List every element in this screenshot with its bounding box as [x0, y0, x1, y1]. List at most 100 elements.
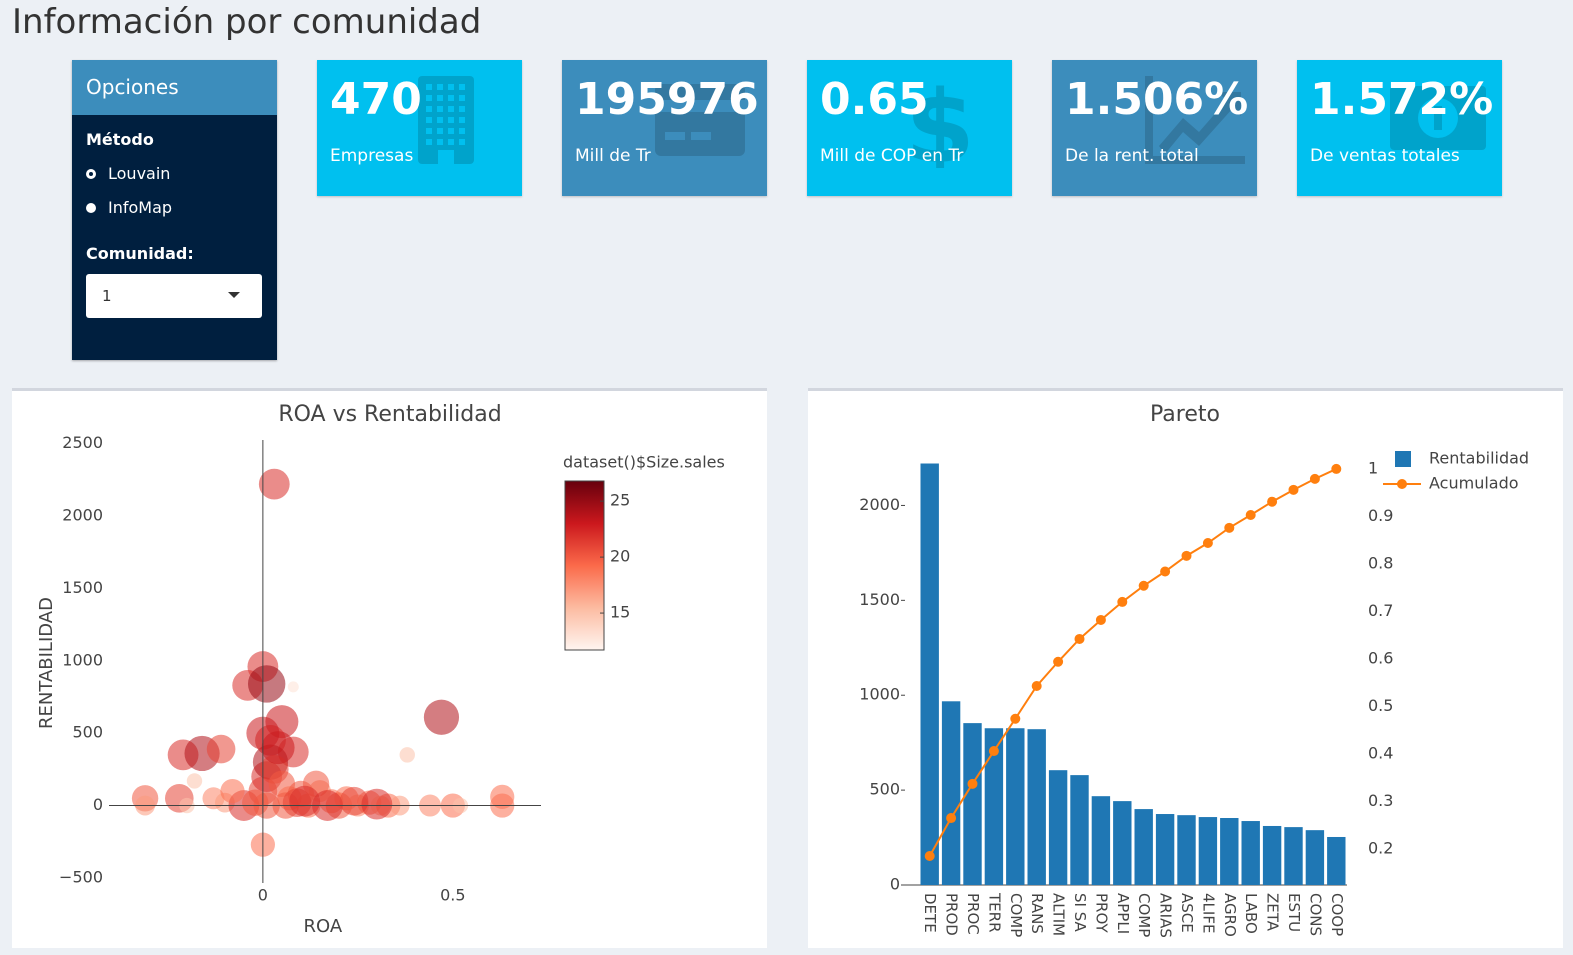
method-label: Método [86, 130, 154, 149]
y-tick-label: 2000 [859, 495, 900, 514]
bar [1027, 729, 1046, 885]
box-value: 1.572% [1310, 74, 1494, 125]
value-box: 195976 Mill de Tr [562, 60, 767, 196]
y-tick-label: −500 [59, 867, 103, 886]
line-point [1267, 496, 1278, 507]
x-tick-label: TERR [985, 892, 1003, 933]
bar [984, 728, 1004, 885]
x-tick-label: RANS [1028, 893, 1046, 934]
line-point [1053, 656, 1064, 667]
line-point [1031, 680, 1042, 691]
y2-tick-label: 0.2 [1368, 838, 1393, 857]
box-label: Empresas [330, 146, 414, 166]
colorbar-tick-label: 25 [610, 491, 630, 510]
x-tick-label: ASCE [1178, 893, 1196, 933]
value-box: 1.572% De ventas totales [1297, 60, 1502, 196]
line-point [1309, 473, 1320, 484]
point [289, 785, 321, 817]
line-point [988, 746, 999, 757]
x-tick-label: COMP [1135, 893, 1153, 937]
bar [1198, 817, 1218, 885]
point [361, 788, 393, 820]
box-value: 195976 [575, 74, 759, 125]
point [339, 786, 369, 816]
line-point [1288, 484, 1299, 495]
scatter-panel: ROA vs Rentabilidad ROA RENTABILIDAD −500 0 5… [12, 388, 767, 948]
community-select[interactable]: 1 [86, 274, 262, 318]
x-tick-label: CONS [1306, 893, 1324, 936]
x-tick-label: APPLI [1114, 893, 1132, 934]
box-icon [655, 84, 745, 156]
value-box: 0.65 Mill de COP en Tr $ [807, 60, 1012, 196]
y2-tick-label: 0.5 [1368, 696, 1393, 715]
bar [920, 463, 939, 885]
point [258, 468, 290, 500]
bar [1155, 814, 1175, 885]
legend-label: Rentabilidad [1429, 449, 1529, 468]
chart-title: ROA vs Rentabilidad [278, 402, 501, 427]
y-tick-label: 0 [93, 795, 103, 814]
x-tick-label: ZETA [1264, 893, 1282, 932]
svg-text:$: $ [905, 76, 975, 168]
bar [1241, 821, 1260, 885]
colorbar-tick-label: 15 [610, 603, 630, 622]
y2-tick-label: 0.6 [1368, 648, 1393, 667]
select-value: 1 [102, 287, 112, 305]
line-point [967, 778, 978, 789]
line-point [1202, 538, 1213, 549]
bar [963, 723, 982, 885]
point [287, 681, 299, 693]
bar [1070, 775, 1089, 885]
bar [1305, 830, 1325, 885]
line-point [1331, 463, 1342, 474]
y-tick-label: 2000 [62, 506, 103, 525]
colorbar-tick-label: 20 [610, 547, 630, 566]
box-label: Mill de COP en Tr [820, 146, 964, 166]
y-tick-label: 500 [72, 723, 103, 742]
points [131, 468, 515, 857]
box-icon [1390, 86, 1486, 150]
point [247, 665, 286, 703]
box-value: 470 [330, 74, 422, 125]
bar [1284, 827, 1303, 885]
chart-title: Pareto [1150, 402, 1220, 427]
bar [1048, 770, 1068, 885]
x-axis-label: ROA [304, 916, 343, 937]
value-box: 1.506% De la rent. total [1052, 60, 1257, 196]
y2-tick-label: 0.9 [1368, 506, 1393, 525]
options-title: Opciones [72, 60, 277, 115]
community-label: Comunidad: [86, 244, 194, 263]
line-point [1095, 614, 1106, 625]
box-icon [1145, 76, 1245, 164]
box-icon [418, 76, 474, 164]
x-tick-label: ALTIM [1050, 893, 1068, 936]
bar [941, 701, 961, 885]
point [220, 778, 245, 804]
line-point [924, 851, 935, 862]
legend-swatch [1397, 479, 1407, 489]
x-tick-label: ARIAS [1157, 893, 1175, 938]
line-point [1117, 596, 1128, 607]
radio-option[interactable]: Louvain [86, 164, 170, 183]
line-point [1138, 580, 1149, 591]
line-point [946, 813, 957, 824]
box-icon: $ [905, 76, 975, 168]
point [423, 699, 460, 735]
box-label: Mill de Tr [575, 146, 651, 166]
bar [1091, 796, 1111, 885]
point [399, 747, 415, 763]
x-tick-label: PROY [1092, 893, 1110, 933]
x-tick-label: COMP [1007, 893, 1025, 937]
y-tick-label: 500 [869, 780, 900, 799]
point [206, 734, 236, 764]
y2-tick-label: 0.4 [1368, 743, 1393, 762]
legend-swatch [1395, 451, 1411, 467]
x-tick-label: SI SA [1071, 893, 1089, 933]
options-box: Opciones Método Louvain InfoMap Comunida… [72, 60, 277, 360]
caret [228, 292, 240, 298]
y-tick-label: 1500 [62, 578, 103, 597]
radio-option[interactable]: InfoMap [86, 198, 172, 217]
y2-tick-label: 0.7 [1368, 601, 1393, 620]
y2-tick-label: 0.8 [1368, 553, 1393, 572]
